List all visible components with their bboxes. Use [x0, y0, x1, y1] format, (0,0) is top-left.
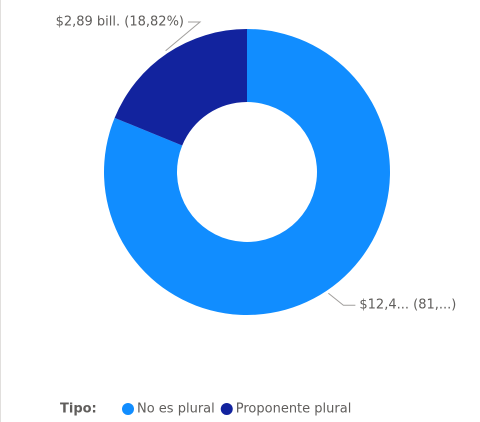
donut-slice	[104, 29, 390, 315]
data-label: $12,4... (81,...)	[359, 298, 456, 313]
data-label: $2,89 bill. (18,82%)	[56, 15, 184, 30]
legend-marker	[122, 403, 134, 415]
leader-line	[328, 292, 356, 306]
legend-title: Tipo:	[60, 402, 97, 417]
legend-label: No es plural	[137, 402, 215, 417]
legend-label: Proponente plural	[236, 402, 352, 417]
donut-slice	[114, 29, 248, 146]
leader-line	[165, 21, 202, 52]
legend-marker	[220, 403, 233, 415]
